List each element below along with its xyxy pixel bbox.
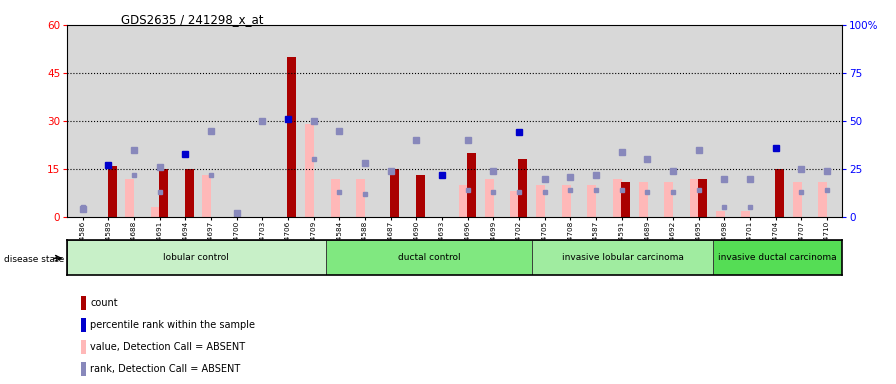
Bar — [536, 185, 545, 217]
Bar — [639, 182, 648, 217]
Bar — [741, 210, 750, 217]
Bar — [716, 210, 725, 217]
Bar — [67, 240, 325, 275]
Bar — [511, 191, 520, 217]
Text: GDS2635 / 241298_x_at: GDS2635 / 241298_x_at — [121, 13, 263, 26]
Text: lobular control: lobular control — [163, 253, 229, 262]
Bar — [459, 185, 468, 217]
Bar — [151, 207, 160, 217]
Text: percentile rank within the sample: percentile rank within the sample — [90, 320, 255, 330]
Bar — [288, 57, 297, 217]
Bar — [690, 179, 699, 217]
Bar — [588, 185, 597, 217]
Bar — [81, 296, 86, 310]
Bar — [613, 179, 622, 217]
Text: count: count — [90, 298, 118, 308]
Bar — [159, 169, 168, 217]
Bar — [125, 179, 134, 217]
Bar — [713, 240, 842, 275]
Bar — [775, 169, 784, 217]
Bar — [202, 175, 211, 217]
Text: value, Detection Call = ABSENT: value, Detection Call = ABSENT — [90, 342, 246, 352]
Bar — [467, 153, 476, 217]
Bar — [185, 169, 194, 217]
Bar — [306, 124, 314, 217]
Bar — [81, 340, 86, 354]
Bar — [81, 362, 86, 376]
Bar — [485, 179, 494, 217]
Text: invasive lobular carcinoma: invasive lobular carcinoma — [562, 253, 684, 262]
Bar — [818, 182, 827, 217]
Bar — [519, 159, 528, 217]
Bar — [108, 166, 116, 217]
Bar — [698, 179, 707, 217]
Bar — [390, 169, 399, 217]
Text: invasive ductal carcinoma: invasive ductal carcinoma — [719, 253, 837, 262]
Bar — [357, 179, 366, 217]
Bar — [562, 185, 571, 217]
Bar — [793, 182, 802, 217]
Text: disease state: disease state — [4, 255, 64, 264]
Text: rank, Detection Call = ABSENT: rank, Detection Call = ABSENT — [90, 364, 241, 374]
Bar — [621, 182, 630, 217]
Bar — [81, 318, 86, 332]
Bar — [665, 182, 674, 217]
Bar — [331, 179, 340, 217]
Bar — [532, 240, 713, 275]
Text: ductal control: ductal control — [398, 253, 461, 262]
Bar — [416, 175, 425, 217]
Bar — [325, 240, 532, 275]
